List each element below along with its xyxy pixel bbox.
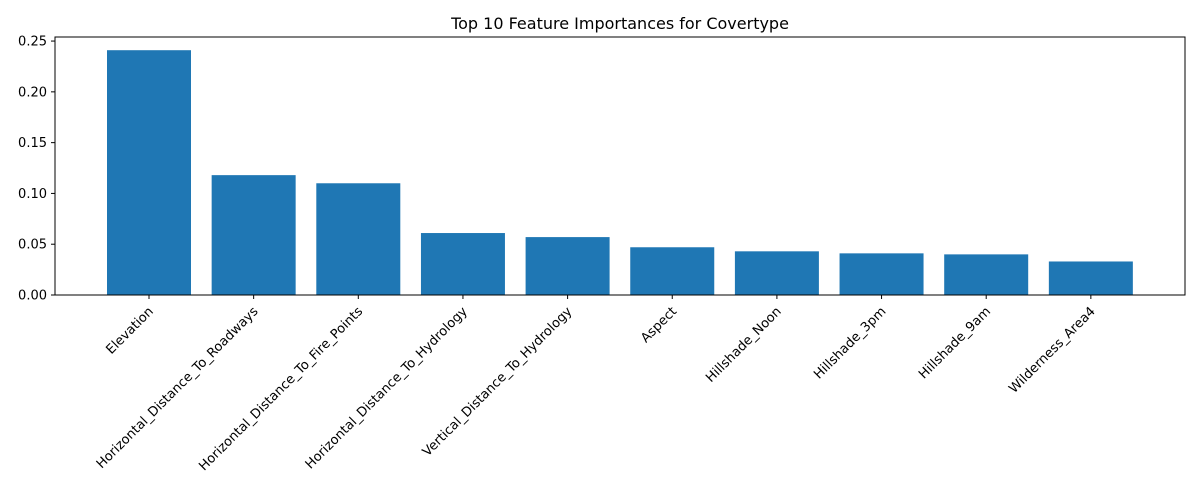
y-axis: 0.00 0.05 0.10 0.15 0.20 0.25 [18, 35, 55, 304]
bar-wilderness-area4 [1048, 261, 1133, 295]
y-tick-label: 0.25 [18, 35, 47, 50]
bar-hillshade-noon [734, 251, 819, 295]
bar-elevation [107, 50, 191, 296]
y-tick-label: 0.20 [18, 85, 47, 100]
bar-horizontal-distance-to-hydrology [420, 233, 505, 295]
bar-aspect [630, 247, 715, 295]
bar-hillshade-3pm [839, 253, 924, 295]
bars-group [107, 50, 1133, 296]
bar-horizontal-distance-to-roadways [211, 175, 296, 295]
y-tick-label: 0.05 [18, 238, 47, 253]
plot-frame [54, 36, 1186, 296]
bar-vertical-distance-to-hydrology [525, 237, 610, 295]
chart-title: Top 10 Feature Importances for Covertype [450, 14, 789, 33]
y-tick-label: 0.15 [18, 136, 47, 151]
y-tick-label: 0.00 [18, 289, 47, 304]
bar-hillshade-9am [944, 254, 1029, 295]
bar-horizontal-distance-to-fire-points [316, 183, 401, 295]
y-tick-label: 0.10 [18, 187, 47, 202]
